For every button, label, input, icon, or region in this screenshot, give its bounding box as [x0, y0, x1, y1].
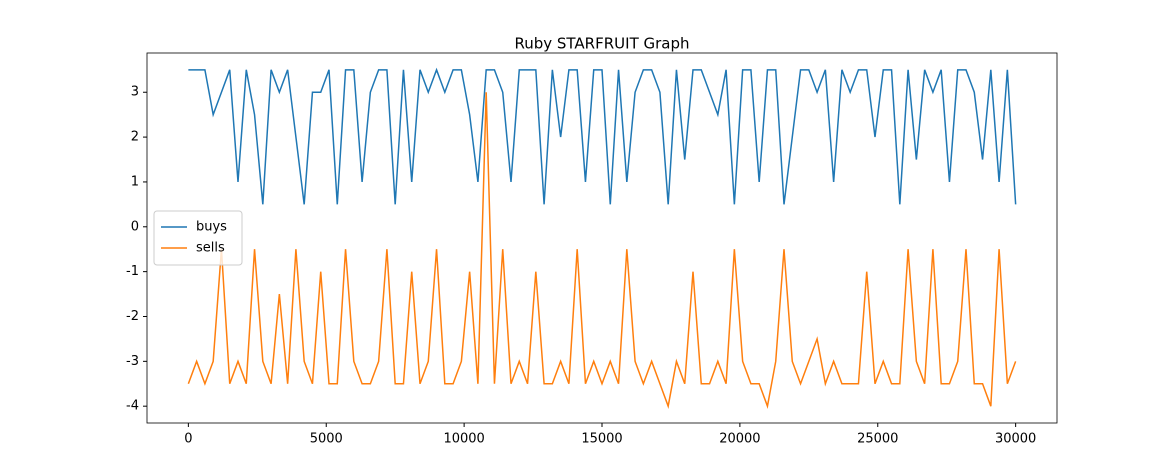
y-tick-label: -4: [126, 399, 139, 414]
y-tick-label: 3: [131, 85, 139, 100]
series-line: [188, 67, 1017, 205]
x-tick-label: 10000: [443, 432, 484, 447]
series-line: [187, 92, 1017, 410]
legend-label: sells: [196, 241, 225, 256]
chart-title: Ruby STARFRUIT Graph: [514, 35, 689, 53]
plot-frame: [146, 52, 1058, 424]
x-tick-label: 25000: [857, 432, 898, 447]
x-tick-label: 0: [184, 432, 192, 447]
y-tick-label: 0: [131, 219, 139, 234]
y-tick-label: -2: [126, 309, 139, 324]
x-tick-label: 15000: [581, 432, 622, 447]
y-tick-label: 1: [131, 174, 139, 189]
legend: buys sells: [153, 210, 243, 266]
legend-label: buys: [196, 220, 227, 235]
x-tick-label: 20000: [719, 432, 760, 447]
y-tick-label: 2: [131, 130, 139, 145]
y-tick-label: -3: [126, 354, 139, 369]
y-tick-label: -1: [126, 264, 139, 279]
x-tick-label: 5000: [310, 432, 343, 447]
legend-box: [153, 210, 243, 266]
x-tick-label: 30000: [995, 432, 1036, 447]
